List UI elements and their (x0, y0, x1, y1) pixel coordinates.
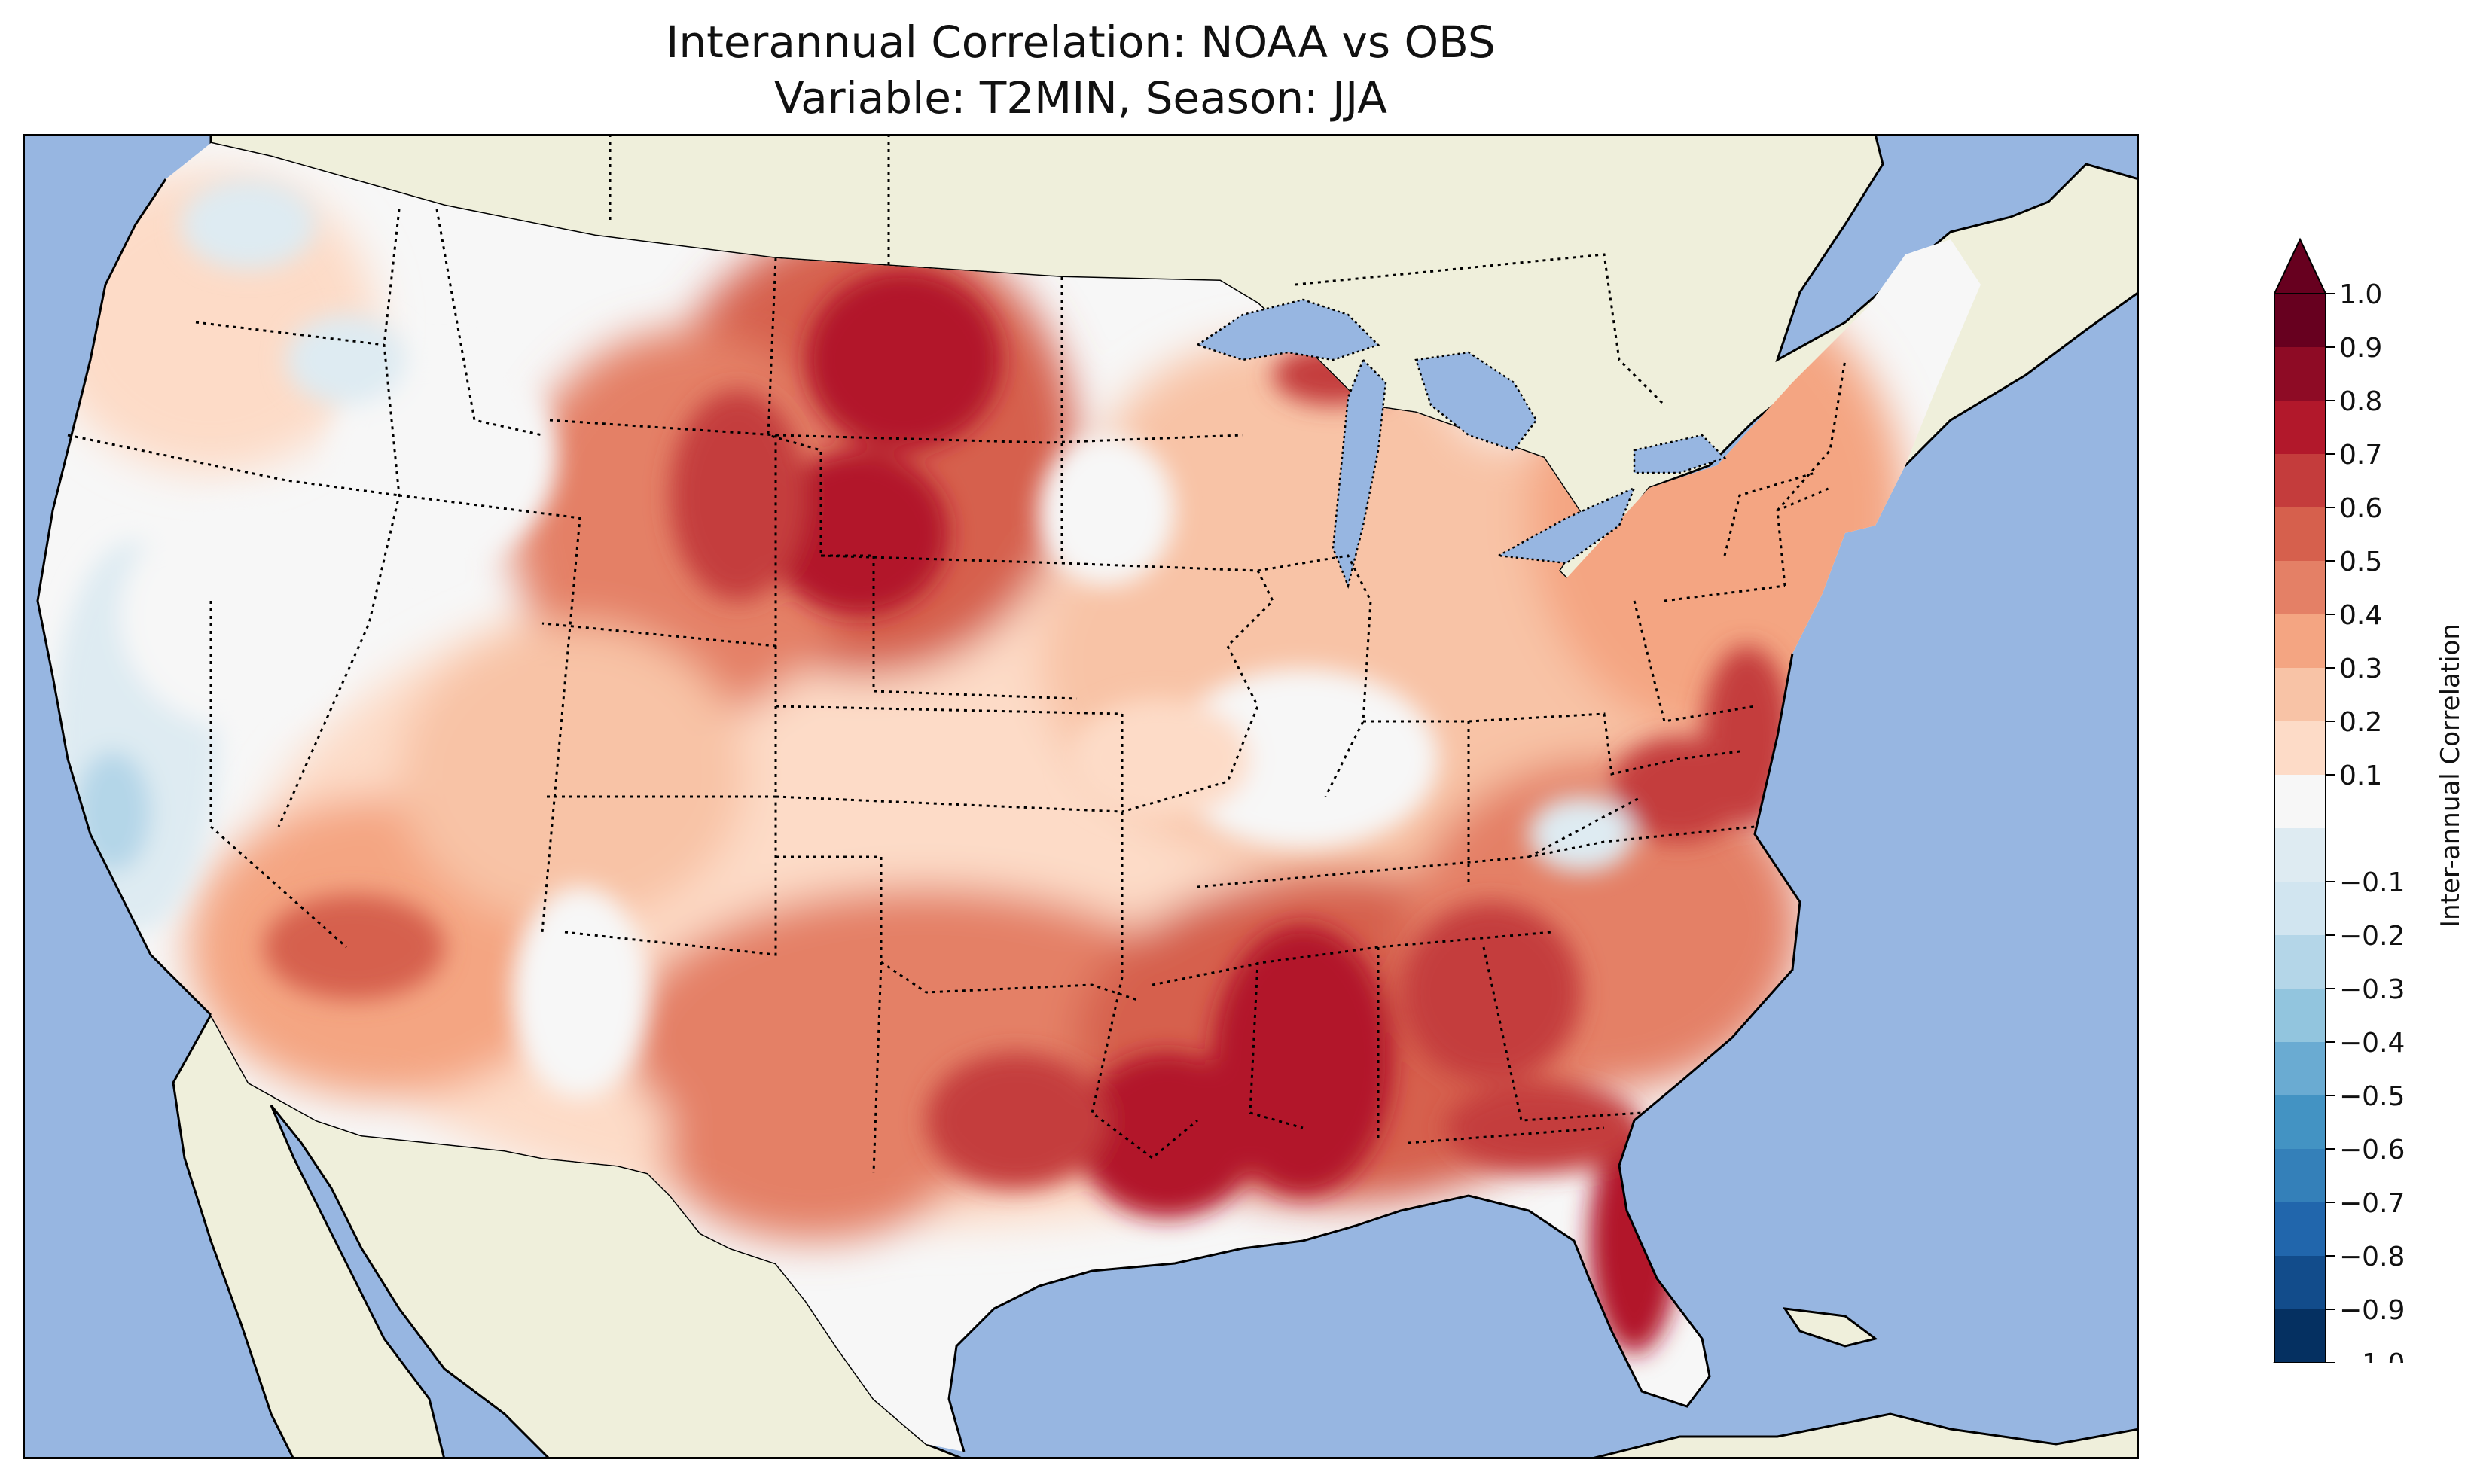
colorbar-tick-label: 0.1 (2339, 760, 2382, 791)
map-title-line-1: Interannual Correlation: NOAA vs OBS (666, 17, 1496, 68)
colorbar-tick-label: 0.6 (2339, 493, 2382, 524)
colorbar-swatch (2274, 614, 2326, 669)
correlation-field (45, 172, 1905, 1354)
colorbar-swatch (2274, 828, 2326, 882)
colorbar-swatch (2274, 989, 2326, 1043)
great-lakes (1195, 298, 1727, 590)
colorbar-tick-label: −0.2 (2339, 921, 2405, 952)
colorbar-swatch (2274, 935, 2326, 989)
colorbar-tick-label: −0.6 (2339, 1135, 2405, 1166)
colorbar-swatch (2274, 668, 2326, 722)
colorbar-tick-label: −0.3 (2339, 974, 2405, 1005)
colorbar-swatch (2274, 775, 2326, 829)
colorbar-tick-label: 0.5 (2339, 547, 2382, 577)
colorbar-tick-label: 0.2 (2339, 707, 2382, 738)
colorbar-tick-label: −0.9 (2339, 1295, 2405, 1326)
cuba-island (1782, 1307, 1878, 1348)
colorbar-tick-label: −0.1 (2339, 867, 2405, 898)
colorbar-tick-label: −0.8 (2339, 1242, 2405, 1272)
colorbar-label: Inter-annual Correlation (2436, 623, 2466, 928)
colorbar-swatch (2274, 401, 2326, 455)
colorbar-tick-label: 0.9 (2339, 333, 2382, 364)
colorbar-swatch (2274, 1095, 2326, 1150)
colorbar-swatch (2274, 454, 2326, 508)
colorbar-swatch (2274, 1042, 2326, 1096)
map-frame (23, 134, 2139, 1459)
colorbar-swatch (2274, 1256, 2326, 1310)
colorbar-swatches (2274, 293, 2326, 1363)
colorbar-tick-label: 1.0 (2339, 279, 2382, 310)
colorbar-swatch (2274, 1149, 2326, 1203)
colorbar: 1.0 0.9 0.8 0.7 0.6 0.5 0.4 0.3 0.2 0.1 −0.1 −0.2 −0… (2273, 237, 2466, 1363)
colorbar-tick-label: 0.8 (2339, 386, 2382, 417)
colorbar-swatch (2274, 721, 2326, 776)
colorbar-swatch (2274, 507, 2326, 562)
map-title-line-2: Variable: T2MIN, Season: JJA (774, 72, 1387, 123)
colorbar-swatch (2274, 1202, 2326, 1257)
colorbar-swatch (2274, 561, 2326, 615)
colorbar-swatch (2274, 1309, 2326, 1363)
us-coastline (36, 178, 1801, 1452)
colorbar-swatch (2274, 882, 2326, 936)
gulf-coast-mexico (1588, 1412, 2139, 1459)
colorbar-tick-label: −1.0 (2339, 1348, 2405, 1363)
colorbar-extend-max (2273, 237, 2327, 294)
colorbar-tick-label: 0.7 (2339, 440, 2382, 471)
colorbar-tick-label: −0.7 (2339, 1188, 2405, 1219)
correlation-map (23, 134, 2139, 1459)
colorbar-tick-label: −0.5 (2339, 1081, 2405, 1112)
colorbar-tick-label: 0.4 (2339, 600, 2382, 631)
state-borders (67, 134, 1847, 1174)
colorbar-ticks: 1.0 0.9 0.8 0.7 0.6 0.5 0.4 0.3 0.2 0.1 −0.1 −0.2 −0… (2326, 279, 2405, 1363)
colorbar-tick-label: −0.4 (2339, 1028, 2405, 1059)
colorbar-tick-label: 0.3 (2339, 654, 2382, 684)
colorbar-swatch (2274, 347, 2326, 401)
colorbar-swatch (2274, 294, 2326, 348)
